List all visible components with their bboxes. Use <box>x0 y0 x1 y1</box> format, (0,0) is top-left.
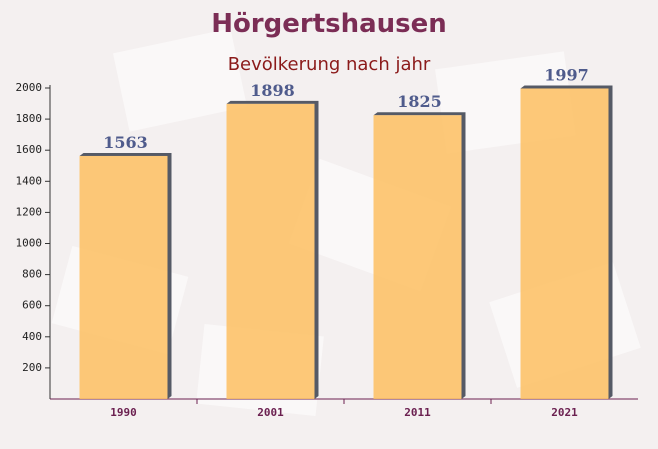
value-label: 1563 <box>103 133 148 152</box>
bar <box>226 103 315 400</box>
y-tick-label: 400 <box>22 330 42 343</box>
chart-title: Hörgertshausen <box>211 9 447 39</box>
bar <box>373 115 462 400</box>
x-tick-label: 1990 <box>110 406 137 419</box>
value-label: 1997 <box>544 65 589 84</box>
x-tick-label: 2011 <box>404 406 431 419</box>
x-tick-label: 2001 <box>257 406 284 419</box>
bar <box>520 88 609 400</box>
value-label: 1825 <box>397 92 442 111</box>
y-tick-label: 1400 <box>16 174 43 187</box>
chart-subtitle: Bevölkerung nach jahr <box>228 54 431 75</box>
y-tick-label: 200 <box>22 361 42 374</box>
y-tick-label: 600 <box>22 299 42 312</box>
y-tick-label: 1000 <box>16 237 43 250</box>
x-tick-label: 2021 <box>551 406 578 419</box>
value-label: 1898 <box>250 81 295 100</box>
y-tick-label: 1800 <box>16 112 43 125</box>
bar <box>79 155 168 399</box>
y-tick-label: 800 <box>22 268 42 281</box>
y-tick-label: 2000 <box>16 81 43 94</box>
y-tick-label: 1600 <box>16 143 43 156</box>
y-tick-label: 1200 <box>16 205 43 218</box>
